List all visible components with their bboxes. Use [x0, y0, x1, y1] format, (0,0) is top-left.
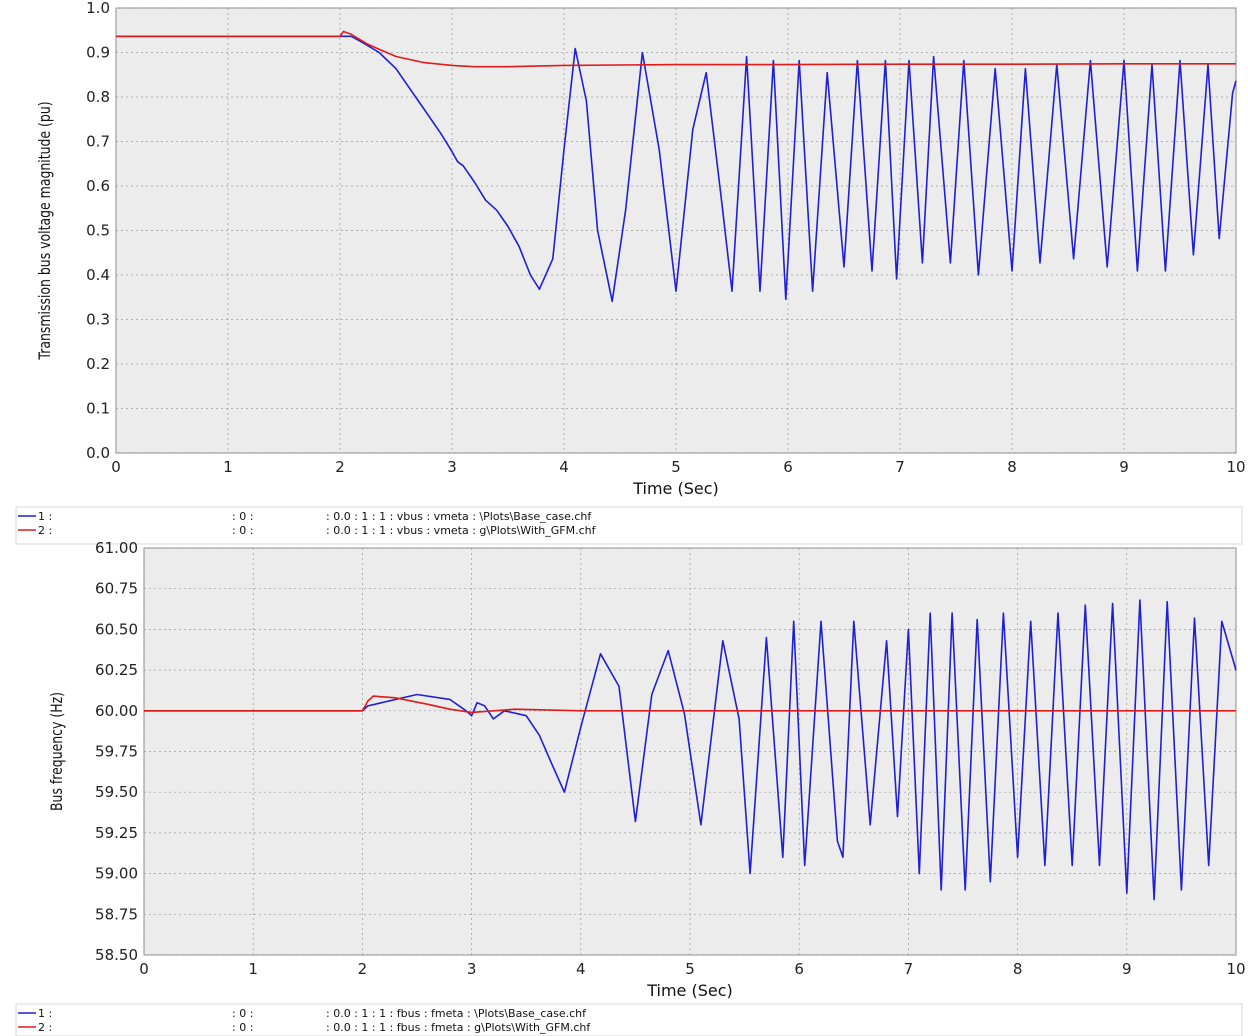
y-tick-label: 0.3 — [86, 311, 110, 329]
y-tick-label: 58.75 — [95, 905, 138, 923]
x-tick-label: 3 — [447, 458, 457, 476]
x-tick-label: 8 — [1013, 960, 1023, 978]
legend-index: 1 : — [38, 510, 52, 523]
y-tick-label: 59.00 — [95, 865, 138, 883]
y-tick-label: 59.25 — [95, 824, 138, 842]
legend: 1 :: 0 :: 0.0 : 1 : 1 : fbus : fmeta : \… — [15, 1003, 1243, 1036]
x-tick-label: 10 — [1226, 960, 1245, 978]
y-tick-label: 0.5 — [86, 222, 110, 240]
legend-text: : 0.0 : 1 : 1 : vbus : vmeta : \Plots\Ba… — [326, 510, 592, 523]
y-axis-title: Bus frequency (Hz) — [49, 692, 67, 811]
x-tick-label: 0 — [139, 960, 149, 978]
grid-lines — [115, 7, 1237, 454]
series-line-red — [144, 695, 1236, 714]
x-tick-label: 6 — [794, 960, 804, 978]
legend-mid: : 0 : — [232, 510, 253, 523]
y-tick-label: 0.8 — [86, 88, 110, 106]
y-tick-label: 0.6 — [86, 177, 110, 195]
legend-mid: : 0 : — [232, 1007, 253, 1020]
y-tick-label: 0.0 — [86, 444, 110, 462]
y-tick-label: 61.00 — [95, 539, 138, 557]
x-tick-label: 2 — [358, 960, 368, 978]
legend-mid: : 0 : — [232, 524, 253, 537]
legend-text: : 0.0 : 1 : 1 : fbus : fmeta : g\Plots\W… — [326, 1021, 591, 1034]
legend-text: : 0.0 : 1 : 1 : fbus : fmeta : \Plots\Ba… — [326, 1007, 587, 1020]
y-tick-label: 60.25 — [95, 661, 138, 679]
chart-2: 0 1 2 3 4 5 6 7 8 9 10 58.50 58.75 59.00 59.25 59.50 59.… — [15, 539, 1246, 1036]
y-tick-label: 0.7 — [86, 133, 110, 151]
x-tick-label: 6 — [783, 458, 793, 476]
x-axis-title: Time (Sec) — [646, 981, 733, 1000]
legend-box — [15, 1003, 1243, 1036]
series-line-blue — [116, 35, 1237, 303]
legend-text: : 0.0 : 1 : 1 : vbus : vmeta : g\Plots\W… — [326, 524, 597, 537]
x-tick-label: 5 — [671, 458, 681, 476]
y-tick-label: 59.50 — [95, 783, 138, 801]
x-tick-label: 8 — [1007, 458, 1017, 476]
y-tick-label: 0.2 — [86, 355, 110, 373]
legend: 1 :: 0 :: 0.0 : 1 : 1 : vbus : vmeta : \… — [15, 506, 1243, 545]
y-tick-label: 0.9 — [86, 44, 110, 62]
x-tick-label: 10 — [1226, 458, 1245, 476]
x-tick-label: 5 — [685, 960, 695, 978]
y-tick-label: 0.1 — [86, 400, 110, 418]
legend-mid: : 0 : — [232, 1021, 253, 1034]
x-tick-label: 4 — [576, 960, 586, 978]
legend-index: 2 : — [38, 1021, 52, 1034]
y-tick-label: 1.0 — [86, 0, 110, 17]
legend-index: 2 : — [38, 524, 52, 537]
x-tick-label: 9 — [1122, 960, 1132, 978]
y-tick-label: 60.75 — [95, 580, 138, 598]
x-tick-label: 4 — [559, 458, 569, 476]
y-axis-title: Transmission bus voltage magnitude (pu) — [37, 101, 55, 360]
x-tick-label: 7 — [904, 960, 914, 978]
x-tick-label: 1 — [248, 960, 258, 978]
chart-1: 0 1 2 3 4 5 6 7 8 9 10 0.0 0.1 0.2 0.3 0.4 0.5 0.6 0.7 0.8 0… — [15, 0, 1246, 545]
y-tick-label: 58.50 — [95, 946, 138, 964]
series-line-blue — [144, 599, 1237, 901]
y-tick-label: 60.00 — [95, 702, 138, 720]
y-tick-label: 0.4 — [86, 266, 110, 284]
x-tick-label: 2 — [335, 458, 345, 476]
x-tick-label: 1 — [223, 458, 233, 476]
legend-box — [15, 506, 1243, 545]
legend-index: 1 : — [38, 1007, 52, 1020]
series-line-red — [116, 30, 1236, 68]
x-tick-label: 7 — [895, 458, 905, 476]
y-tick-label: 59.75 — [95, 743, 138, 761]
x-tick-label: 0 — [111, 458, 121, 476]
x-axis-title: Time (Sec) — [632, 479, 719, 498]
x-tick-label: 9 — [1119, 458, 1129, 476]
x-tick-label: 3 — [467, 960, 477, 978]
y-tick-label: 60.50 — [95, 620, 138, 638]
